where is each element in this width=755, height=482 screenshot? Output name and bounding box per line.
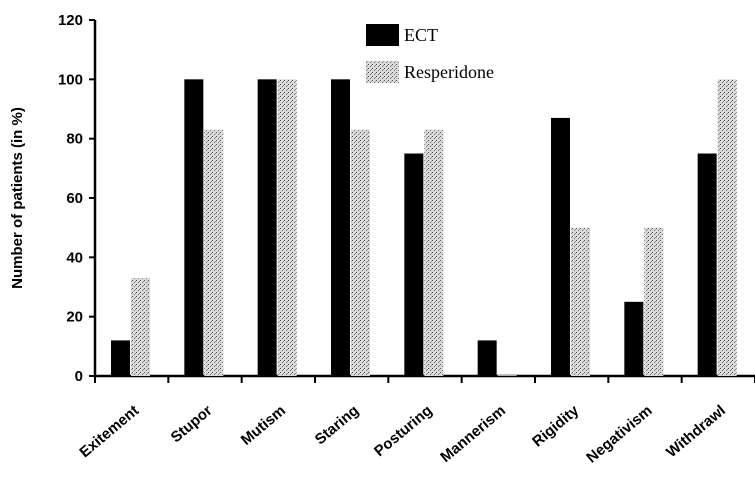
- x-tick-label: Posturing: [371, 402, 436, 460]
- bar-ect: [257, 79, 277, 376]
- y-axis-label: Number of patients (in %): [9, 107, 26, 289]
- y-tick-label: 40: [66, 249, 83, 266]
- bar-resperidone: [497, 375, 517, 376]
- bar-resperidone: [424, 129, 444, 376]
- bar-resperidone: [644, 227, 664, 376]
- bar-ect: [111, 340, 130, 376]
- bar-ect: [184, 79, 204, 376]
- bar-ect: [477, 340, 497, 376]
- bar-resperidone: [351, 129, 370, 376]
- bar-ect: [331, 79, 350, 376]
- bar-resperidone: [571, 227, 590, 376]
- x-tick-label: Mutism: [238, 402, 289, 449]
- bar-ect: [404, 153, 424, 376]
- y-tick-label: 80: [66, 131, 83, 148]
- y-tick-label: 100: [58, 71, 83, 88]
- x-tick-label: Staring: [312, 402, 363, 448]
- bar-ect: [697, 153, 717, 376]
- x-tick-label: Exitement: [76, 402, 142, 461]
- bar-resperidone: [204, 129, 224, 376]
- legend-swatch: [366, 61, 399, 83]
- x-tick-label: Mannerism: [437, 402, 509, 466]
- y-tick-label: 20: [66, 309, 83, 326]
- y-tick-label: 60: [66, 190, 83, 207]
- x-tick-label: Withdrawl: [663, 402, 729, 461]
- y-tick-label: 120: [58, 12, 83, 29]
- legend-swatch: [366, 24, 399, 46]
- bar-ect: [624, 301, 644, 376]
- bar-resperidone: [717, 79, 737, 376]
- legend-label: Resperidone: [404, 62, 494, 82]
- x-tick-label: Rigidity: [529, 402, 583, 451]
- x-tick-label: Stupor: [168, 402, 216, 446]
- bar-ect: [551, 117, 570, 377]
- bar-resperidone: [131, 278, 150, 376]
- x-axis: Exitement Stupor Mutism Staring Posturing Man…: [76, 374, 755, 467]
- y-axis: 0 20 40 60 80 100 120: [58, 12, 97, 385]
- y-tick-label: 0: [75, 368, 83, 385]
- bars: [111, 79, 737, 377]
- legend: ECT Resperidone: [366, 24, 494, 83]
- x-tick-label: Negativism: [583, 402, 655, 466]
- legend-label: ECT: [404, 25, 438, 45]
- bar-resperidone: [277, 79, 297, 376]
